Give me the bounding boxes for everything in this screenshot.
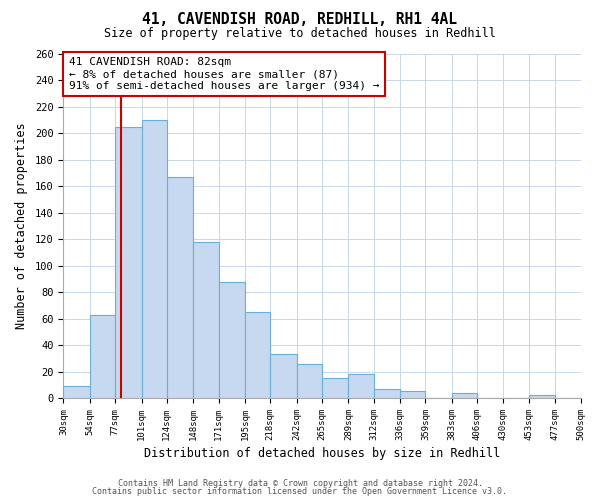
Bar [115,127,142,398]
Bar [193,242,218,398]
Bar [452,393,477,398]
Bar [167,177,193,398]
Bar [218,282,245,398]
Text: 41, CAVENDISH ROAD, REDHILL, RH1 4AL: 41, CAVENDISH ROAD, REDHILL, RH1 4AL [143,12,458,28]
Bar [349,374,374,398]
Text: Contains HM Land Registry data © Crown copyright and database right 2024.: Contains HM Land Registry data © Crown c… [118,478,482,488]
Bar [322,378,349,398]
Bar [90,314,115,398]
Bar [400,392,425,398]
X-axis label: Distribution of detached houses by size in Redhill: Distribution of detached houses by size … [144,447,500,460]
Bar [296,364,322,398]
Y-axis label: Number of detached properties: Number of detached properties [15,122,28,330]
Bar [245,312,270,398]
Text: Size of property relative to detached houses in Redhill: Size of property relative to detached ho… [104,28,496,40]
Bar [270,354,296,398]
Bar [64,386,90,398]
Text: 41 CAVENDISH ROAD: 82sqm
← 8% of detached houses are smaller (87)
91% of semi-de: 41 CAVENDISH ROAD: 82sqm ← 8% of detache… [68,58,379,90]
Bar [374,389,400,398]
Text: Contains public sector information licensed under the Open Government Licence v3: Contains public sector information licen… [92,487,508,496]
Bar [142,120,167,398]
Bar [529,396,555,398]
